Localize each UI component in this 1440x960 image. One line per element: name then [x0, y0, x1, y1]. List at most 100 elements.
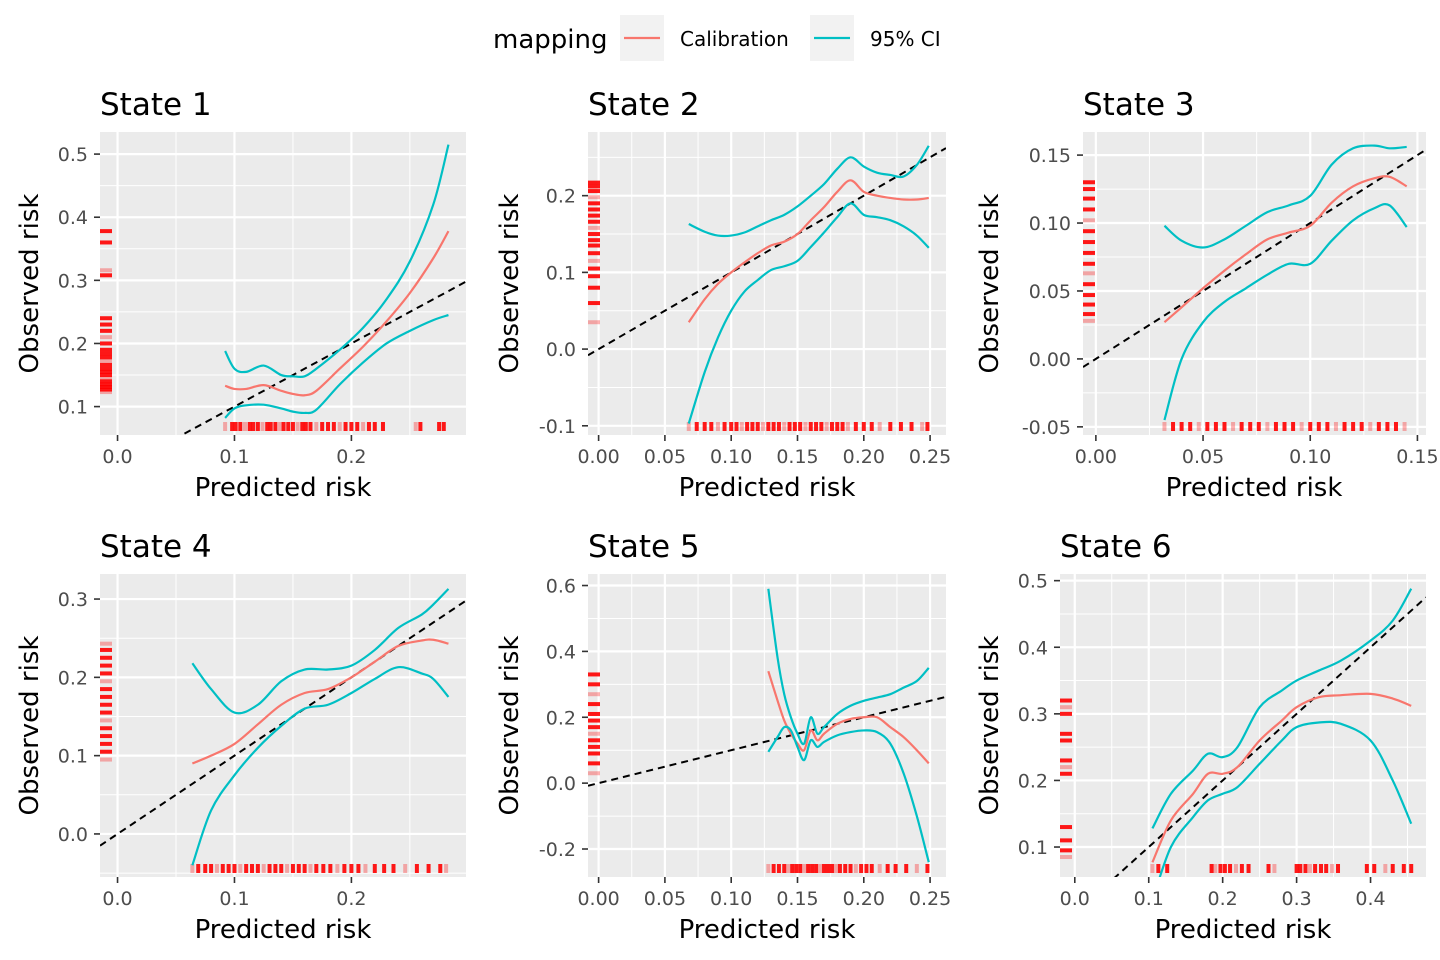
rug-x-mark [771, 864, 776, 873]
rug-y-mark [588, 301, 600, 306]
ci-line [191, 665, 450, 866]
rug-x-mark [808, 422, 813, 431]
legend-label-ci: 95% CI [870, 27, 941, 51]
rug-y-mark [588, 285, 600, 290]
rug-y-mark [1083, 302, 1095, 307]
rug-x-mark [303, 422, 308, 431]
rug-y-mark [588, 266, 600, 271]
rug-x-mark [1402, 422, 1407, 431]
rug-x-mark [1330, 864, 1335, 873]
rug-y-mark [1083, 180, 1095, 185]
rug-y-mark [1060, 705, 1072, 710]
x-tick-label: 0.15 [776, 446, 818, 468]
rug-y-mark [100, 373, 112, 378]
rug-x-mark [251, 422, 256, 431]
y-tick-label: 0.2 [58, 667, 88, 689]
rug-x-mark [1248, 422, 1253, 431]
calibration-line [687, 179, 929, 323]
panel-1: 0.0 0.1 0.2 0.1 0.2 0.3 0.4 0.5 State 1 Predicted… [15, 87, 466, 503]
rug-y-mark [100, 328, 112, 333]
rug-x-mark [1265, 422, 1270, 431]
x-tick-label: 0.10 [710, 888, 752, 910]
rug-x-mark [268, 422, 273, 431]
rug-x-mark [230, 422, 235, 431]
rug-x-mark [308, 422, 313, 431]
rug-x-mark [1316, 422, 1321, 431]
rug-x-mark [1196, 422, 1201, 431]
rug-x-mark [798, 864, 803, 873]
ci-line [1163, 144, 1407, 249]
rug-x-mark [1359, 422, 1364, 431]
rug-x-mark [300, 422, 305, 431]
panel-3: 0.00 0.05 0.10 0.15-0.050.000.050.100.15Sta… [975, 87, 1439, 503]
rug-y-mark [1060, 838, 1072, 843]
rug-y-mark [100, 663, 112, 668]
rug-x-mark [238, 422, 243, 431]
rug-x-mark [925, 422, 930, 431]
rug-x-mark [265, 422, 270, 431]
rug-y-mark [100, 240, 112, 245]
rug-y-mark [588, 731, 600, 736]
rug-y-mark [100, 679, 112, 684]
rug-x-mark [363, 864, 368, 873]
y-tick-label: 0.1 [58, 397, 88, 419]
rug-x-mark [203, 864, 208, 873]
rug-x-mark [366, 422, 371, 431]
diagonal-reference-line [588, 147, 946, 357]
y-tick-label: -0.1 [539, 416, 576, 438]
rug-x-mark [285, 864, 290, 873]
rug-x-mark [761, 422, 766, 431]
calibration-line [1163, 175, 1408, 324]
rug-x-mark [822, 864, 827, 873]
x-axis-title: Predicted risk [679, 473, 856, 503]
rug-x-mark [1325, 422, 1330, 431]
rug-x-mark [1222, 422, 1227, 431]
rug-y-mark [100, 734, 112, 739]
rug-x-mark [803, 422, 808, 431]
panel-plot-area [1060, 588, 1426, 877]
rug-y-mark [1060, 738, 1072, 743]
rug-x-mark [729, 422, 734, 431]
rug-x-mark [869, 864, 874, 873]
rug-x-mark [792, 422, 797, 431]
rug-x-mark [909, 422, 914, 431]
rug-y-mark [1083, 207, 1095, 212]
rug-x-mark [806, 864, 811, 873]
y-axis-title: Observed risk [975, 194, 1005, 374]
rug-y-mark [1060, 825, 1072, 830]
x-tick-label: 0.00 [1075, 446, 1117, 468]
rug-x-mark [750, 422, 755, 431]
rug-x-mark [766, 864, 771, 873]
ci-line [1151, 588, 1413, 829]
rug-x-mark [904, 864, 909, 873]
panel-4: 0.0 0.1 0.2 0.0 0.1 0.2 0.3 State 4 Predicted ri… [15, 529, 466, 945]
rug-x-mark [869, 422, 874, 431]
rug-x-mark [782, 864, 787, 873]
rug-y-mark [100, 341, 112, 346]
rug-x-mark [1303, 864, 1308, 873]
rug-x-mark [382, 864, 387, 873]
panel-background [588, 132, 946, 435]
y-tick-label: 0.1 [546, 262, 576, 284]
rug-x-mark [771, 422, 776, 431]
rug-x-mark [877, 864, 882, 873]
rug-x-mark [238, 864, 243, 873]
rug-x-mark [1162, 422, 1167, 431]
y-tick-label: 0.05 [1029, 281, 1071, 303]
calibration-line [1151, 692, 1412, 863]
y-tick-label: 0.0 [546, 773, 576, 795]
rug-y-mark [100, 366, 112, 371]
rug-x-mark [1385, 422, 1390, 431]
x-tick-label: 0.0 [1060, 888, 1090, 910]
rug-y-mark [100, 355, 112, 360]
rug-y-mark [588, 201, 600, 206]
rug-x-mark [242, 422, 247, 431]
rug-x-mark [877, 422, 882, 431]
rug-x-mark [1308, 422, 1313, 431]
rug-x-mark [286, 422, 291, 431]
rug-x-mark [413, 422, 418, 431]
ci-line [191, 588, 450, 715]
rug-x-mark [835, 422, 840, 431]
rug-y-mark [1060, 855, 1072, 860]
rug-x-mark [920, 422, 925, 431]
